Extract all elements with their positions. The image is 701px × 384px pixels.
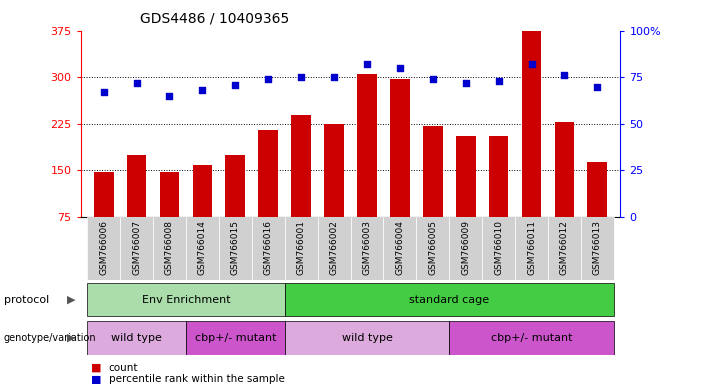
Text: GSM766001: GSM766001 <box>297 220 306 275</box>
Bar <box>489 136 508 263</box>
Bar <box>324 124 344 263</box>
Point <box>394 65 405 71</box>
Point <box>329 74 340 80</box>
Text: GSM766005: GSM766005 <box>428 220 437 275</box>
Text: wild type: wild type <box>341 333 393 343</box>
Point <box>296 74 307 80</box>
Text: standard cage: standard cage <box>409 295 489 305</box>
Bar <box>416 217 449 280</box>
Text: ▶: ▶ <box>67 295 75 305</box>
Bar <box>94 172 114 263</box>
Text: count: count <box>109 363 138 373</box>
Bar <box>87 217 120 280</box>
Text: GSM766016: GSM766016 <box>264 220 273 275</box>
Bar <box>120 217 153 280</box>
Text: GSM766012: GSM766012 <box>560 220 569 275</box>
Text: GSM766015: GSM766015 <box>231 220 240 275</box>
Bar <box>318 217 350 280</box>
Point <box>460 80 471 86</box>
Bar <box>186 321 285 354</box>
Bar <box>522 31 541 263</box>
Text: cbp+/- mutant: cbp+/- mutant <box>491 333 572 343</box>
Text: ■: ■ <box>91 374 102 384</box>
Text: GSM766003: GSM766003 <box>362 220 372 275</box>
Text: GSM766004: GSM766004 <box>395 220 404 275</box>
Text: GSM766010: GSM766010 <box>494 220 503 275</box>
Bar <box>515 217 548 280</box>
Text: genotype/variation: genotype/variation <box>4 333 96 343</box>
Text: percentile rank within the sample: percentile rank within the sample <box>109 374 285 384</box>
Bar <box>160 172 179 263</box>
Point <box>526 61 537 67</box>
Text: GSM766006: GSM766006 <box>99 220 108 275</box>
Bar <box>285 321 449 354</box>
Bar <box>259 130 278 263</box>
Text: GSM766013: GSM766013 <box>593 220 602 275</box>
Bar <box>186 217 219 280</box>
Text: GSM766011: GSM766011 <box>527 220 536 275</box>
Point <box>164 93 175 99</box>
Bar <box>449 321 614 354</box>
Text: GSM766008: GSM766008 <box>165 220 174 275</box>
Bar <box>581 217 614 280</box>
Text: GDS4486 / 10409365: GDS4486 / 10409365 <box>140 12 290 25</box>
Point <box>427 76 438 82</box>
Point <box>361 61 372 67</box>
Bar <box>226 155 245 263</box>
Bar <box>219 217 252 280</box>
Bar <box>153 217 186 280</box>
Bar <box>587 162 607 263</box>
Text: ▶: ▶ <box>67 333 75 343</box>
Bar <box>456 136 475 263</box>
Text: GSM766014: GSM766014 <box>198 220 207 275</box>
Bar <box>383 217 416 280</box>
Text: GSM766002: GSM766002 <box>329 220 339 275</box>
Text: wild type: wild type <box>111 333 162 343</box>
Bar <box>423 126 442 263</box>
Bar <box>482 217 515 280</box>
Bar <box>390 79 410 263</box>
Text: GSM766007: GSM766007 <box>132 220 141 275</box>
Bar <box>291 114 311 263</box>
Point <box>559 72 570 78</box>
Point <box>493 78 504 84</box>
Bar <box>548 217 581 280</box>
Text: ■: ■ <box>91 363 102 373</box>
Point <box>197 87 208 93</box>
Bar <box>285 283 614 316</box>
Bar <box>350 217 383 280</box>
Point <box>131 80 142 86</box>
Bar <box>252 217 285 280</box>
Bar <box>357 74 377 263</box>
Point <box>98 89 109 95</box>
Bar <box>87 321 186 354</box>
Bar <box>87 283 285 316</box>
Point <box>592 84 603 90</box>
Bar <box>554 122 574 263</box>
Bar <box>127 155 147 263</box>
Text: cbp+/- mutant: cbp+/- mutant <box>195 333 276 343</box>
Point <box>230 82 241 88</box>
Bar <box>449 217 482 280</box>
Text: protocol: protocol <box>4 295 49 305</box>
Text: GSM766009: GSM766009 <box>461 220 470 275</box>
Bar <box>193 166 212 263</box>
Bar <box>285 217 318 280</box>
Point <box>263 76 274 82</box>
Text: Env Enrichment: Env Enrichment <box>142 295 230 305</box>
